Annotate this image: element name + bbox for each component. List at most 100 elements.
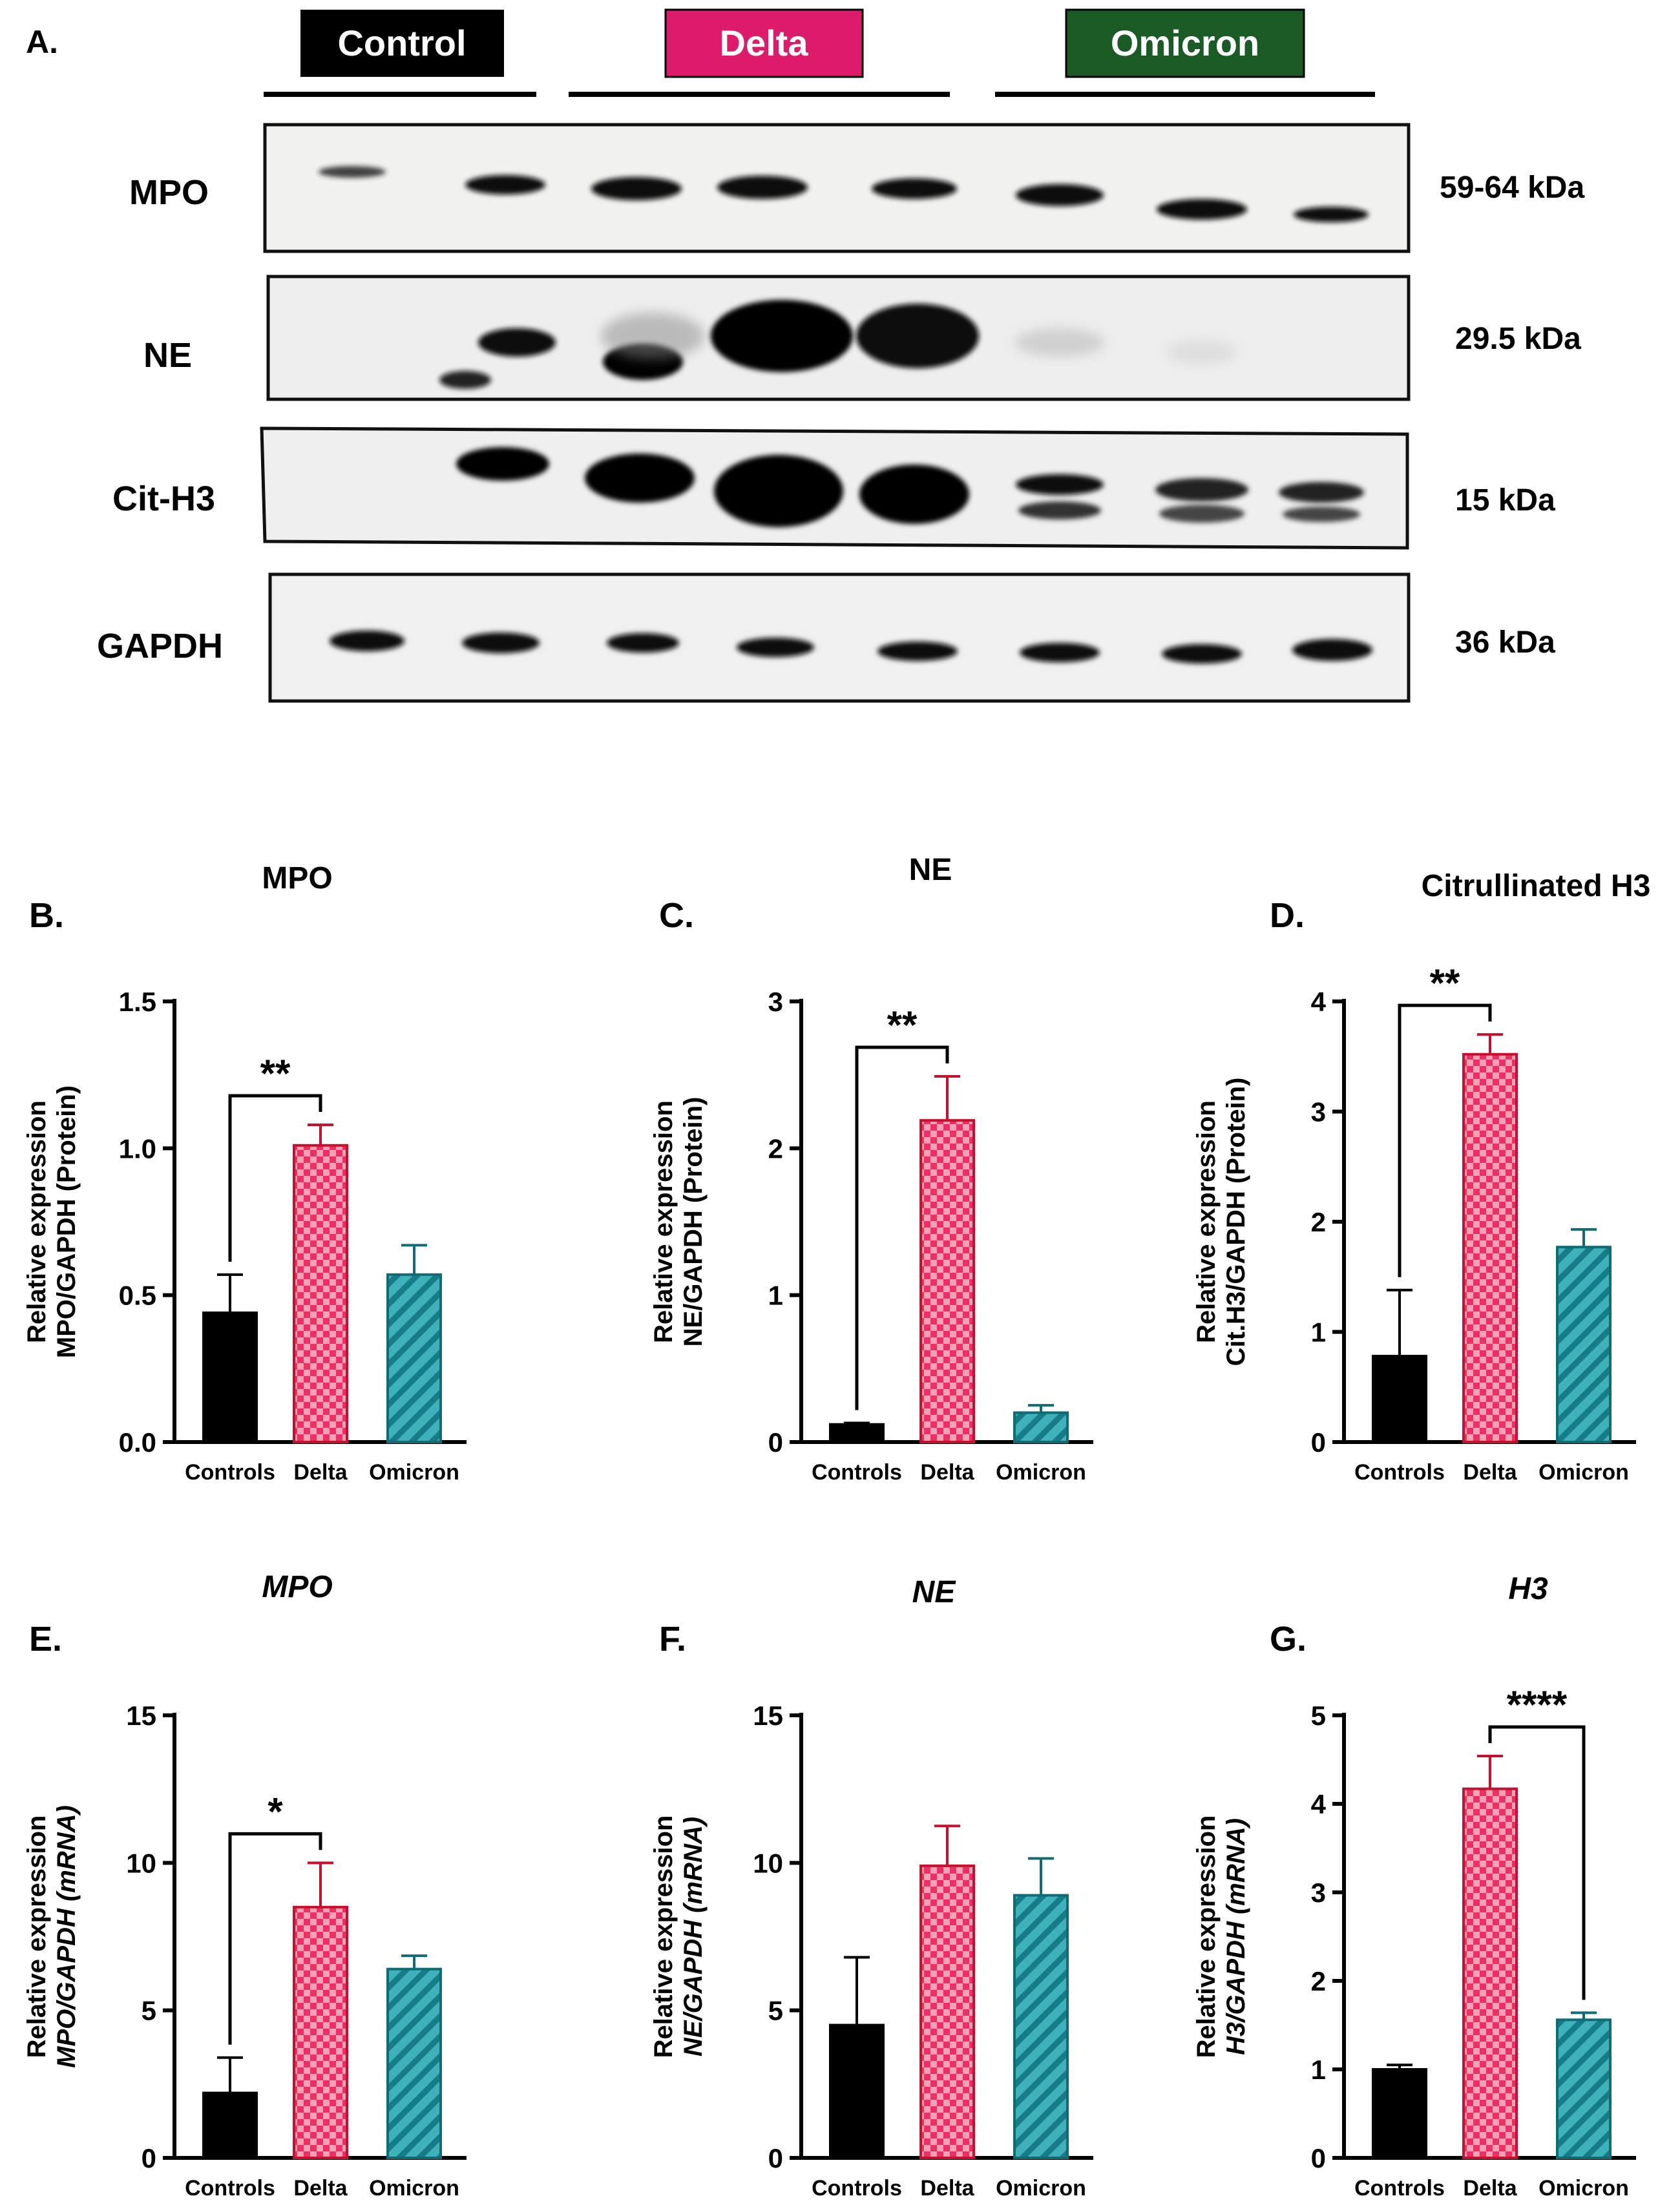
panel-letter: D. [1270, 896, 1305, 935]
y-axis-label: Cit.H3/GAPDH (Protein) [1222, 1078, 1250, 1366]
blot-membrane-cit-h3 [260, 426, 1409, 550]
chart-f: F. NE Relative expression NE/GAPDH (mRNA) 0 5… [649, 1575, 1093, 2201]
y-tick-label: 3 [768, 987, 783, 1017]
y-axis-label: Relative expression [1192, 1100, 1221, 1343]
y-tick-label: 10 [753, 1848, 783, 1878]
significance-label: **** [1507, 1683, 1568, 1726]
x-tick-label: Omicron [996, 1460, 1086, 1485]
y-tick-label: 0 [1311, 1427, 1326, 1458]
row-label-ne: NE [143, 336, 192, 375]
size-label-gapdh: 36 kDa [1455, 625, 1555, 660]
chart-title: NE [912, 1575, 957, 1609]
y-tick-label: 10 [126, 1848, 156, 1878]
x-tick-label: Omicron [1538, 1460, 1629, 1485]
y-tick-label: 3 [1311, 1097, 1326, 1127]
bar-omicron [1013, 1894, 1069, 2159]
bar-controls [1372, 1355, 1427, 1444]
group-label-omicron: Omicron [1111, 23, 1259, 63]
y-tick-label: 0 [768, 1427, 783, 1458]
y-axis-label: Relative expression [649, 1815, 678, 2058]
y-tick-label: 0.5 [119, 1281, 156, 1311]
group-header-delta: Delta [569, 8, 950, 97]
size-label-mpo: 59-64 kDa [1440, 171, 1584, 205]
significance-bracket [1398, 1003, 1492, 1277]
bar-omicron [386, 1273, 442, 1443]
chart-title: MPO [262, 861, 332, 895]
bar-delta [1462, 1787, 1518, 2159]
bar-delta [293, 1905, 348, 2159]
bar-controls [202, 1311, 258, 1443]
bar-omicron [386, 1967, 442, 2160]
y-tick-label: 1 [768, 1281, 783, 1311]
y-axis-label: MPO/GAPDH (mRNA) [52, 1805, 81, 2068]
bar-omicron [1556, 2018, 1612, 2160]
bar-delta [1462, 1052, 1518, 1443]
y-tick-label: 4 [1311, 1789, 1327, 1819]
panel-letter: B. [29, 896, 64, 935]
bar-controls [1372, 2068, 1427, 2159]
y-tick-label: 0 [768, 2143, 783, 2173]
group-label-delta: Delta [720, 23, 809, 63]
y-axis-label: Relative expression [1192, 1815, 1221, 2058]
group-header-omicron: Omicron [995, 8, 1375, 97]
y-axis-label: Relative expression [23, 1815, 51, 2058]
significance-label: ** [887, 1003, 918, 1047]
x-tick-label: Controls [185, 2176, 275, 2201]
row-label-gapdh: GAPDH [97, 627, 223, 665]
y-tick-label: 0.0 [119, 1427, 156, 1458]
chart-title: H3 [1508, 1572, 1548, 1606]
y-tick-label: 2 [1311, 1207, 1326, 1237]
x-tick-label: Delta [920, 2176, 974, 2201]
y-axis-label: NE/GAPDH (Protein) [679, 1097, 708, 1347]
y-axis-label: H3/GAPDH (mRNA) [1222, 1818, 1250, 2055]
bar-delta [919, 1864, 975, 2159]
panel-letter: F. [659, 1620, 686, 1658]
chart-title: NE [909, 853, 952, 887]
blot-panel: A. Control Delta Omicron MPO NE Cit-H3 G… [26, 8, 1584, 703]
size-label-cit-h3: 15 kDa [1455, 483, 1555, 518]
y-tick-label: 1.0 [119, 1133, 156, 1164]
y-axis-label: Relative expression [649, 1100, 678, 1343]
y-tick-label: 5 [142, 1996, 156, 2026]
chart-title: MPO [262, 1570, 332, 1604]
chart-title: Citrullinated H3 [1422, 869, 1651, 903]
x-tick-label: Delta [1463, 2176, 1517, 2201]
x-tick-label: Controls [812, 2176, 902, 2201]
blot-membrane-gapdh [268, 572, 1411, 703]
x-tick-label: Controls [812, 1460, 902, 1485]
y-tick-label: 5 [768, 1996, 783, 2026]
group-label-control: Control [337, 23, 466, 63]
significance-label: * [268, 1790, 283, 1833]
significance-bracket [228, 1094, 322, 1262]
x-tick-label: Delta [293, 2176, 348, 2201]
bar-delta [919, 1119, 975, 1443]
row-label-mpo: MPO [129, 173, 209, 212]
significance-label: ** [260, 1052, 291, 1095]
bar-omicron [1013, 1411, 1069, 1444]
panel-letter: E. [29, 1620, 62, 1658]
x-tick-label: Omicron [369, 1460, 459, 1485]
significance-bracket [1488, 1725, 1586, 2000]
y-axis-label: MPO/GAPDH (Protein) [52, 1085, 81, 1358]
y-tick-label: 15 [753, 1700, 783, 1731]
bar-controls [202, 2091, 258, 2160]
panel-letter: G. [1270, 1620, 1307, 1658]
blot-membrane-mpo [263, 123, 1411, 253]
panel-letter-a: A. [26, 24, 58, 60]
x-tick-label: Delta [293, 1460, 348, 1485]
panel-letter: C. [659, 896, 694, 935]
y-tick-label: 15 [126, 1700, 156, 1731]
x-tick-label: Omicron [996, 2176, 1086, 2201]
y-tick-label: 1.5 [119, 987, 156, 1017]
significance-bracket [855, 1045, 949, 1410]
x-tick-label: Omicron [1538, 2176, 1629, 2201]
y-tick-label: 1 [1311, 2055, 1326, 2085]
x-tick-label: Controls [1354, 1460, 1445, 1485]
y-tick-label: 3 [1311, 1878, 1326, 1908]
row-label-cit-h3: Cit-H3 [112, 479, 215, 518]
y-tick-label: 1 [1311, 1317, 1326, 1348]
y-tick-label: 0 [142, 2143, 156, 2173]
x-tick-label: Omicron [369, 2176, 459, 2201]
chart-e: E. MPO Relative expression MPO/GAPDH (mRNA)… [23, 1570, 467, 2201]
